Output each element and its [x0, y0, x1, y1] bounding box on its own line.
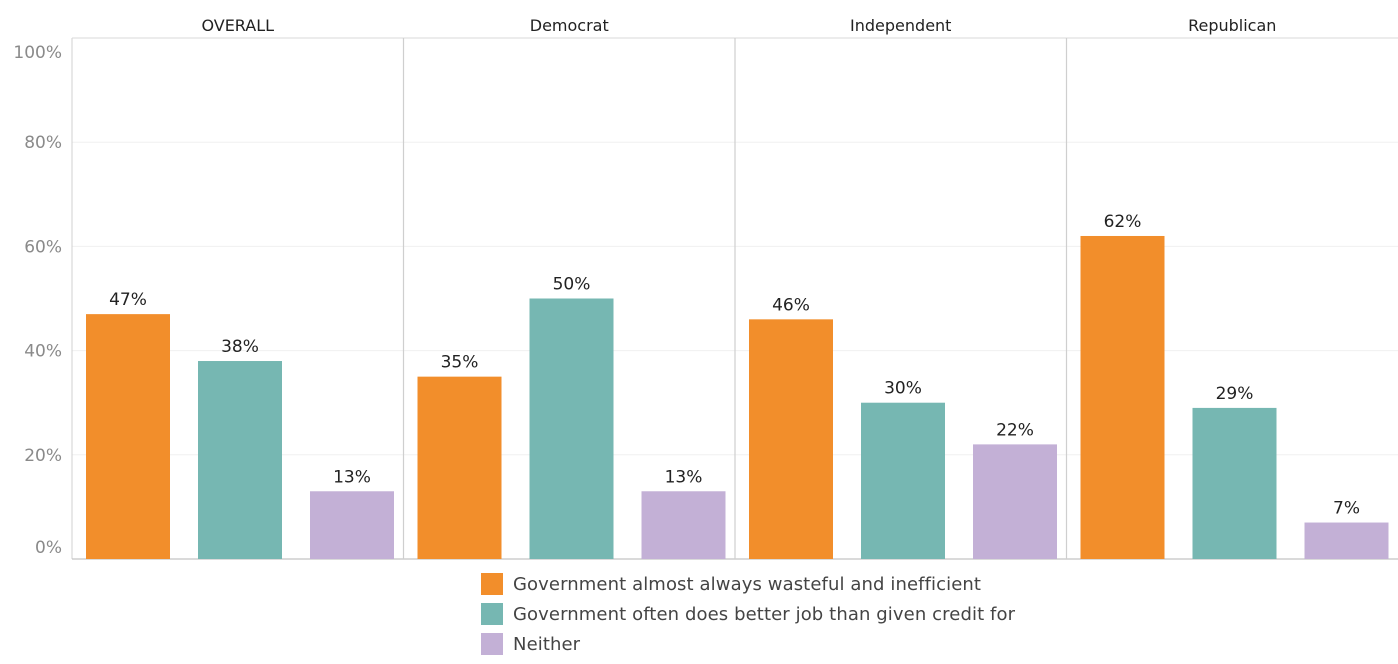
panel-header-democrat: Democrat	[530, 16, 609, 35]
bar-republican-1	[1192, 407, 1277, 559]
bar-overall-2	[310, 491, 394, 559]
bar-independent-2	[973, 444, 1057, 559]
data-label-independent-1: 30%	[884, 379, 922, 399]
y-tick-label-80: 80%	[24, 133, 62, 153]
bar-democrat-2	[641, 491, 726, 559]
panel-header-overall: OVERALL	[201, 16, 274, 35]
panel-header-republican: Republican	[1188, 16, 1276, 35]
data-label-overall-2: 13%	[333, 467, 371, 487]
y-tick-label-100: 100%	[13, 43, 62, 63]
panel-header-independent: Independent	[850, 16, 951, 35]
bar-independent-1	[861, 402, 945, 559]
data-label-independent-2: 22%	[996, 420, 1034, 440]
bar-overall-1	[198, 361, 282, 559]
y-tick-label-20: 20%	[24, 446, 62, 466]
bar-overall-0	[86, 314, 170, 559]
legend-label-wasteful: Government almost always wasteful and in…	[513, 573, 982, 595]
bar-independent-0	[749, 319, 833, 559]
legend-swatch-neither	[481, 633, 503, 655]
data-label-democrat-2: 13%	[665, 467, 703, 487]
bar-democrat-1	[529, 298, 614, 559]
bar-republican-2	[1304, 522, 1389, 559]
legend-item-better-job: Government often does better job than gi…	[481, 599, 1015, 629]
data-label-republican-2: 7%	[1333, 499, 1360, 519]
legend-swatch-wasteful	[481, 573, 503, 595]
data-label-democrat-1: 50%	[553, 275, 591, 295]
legend: Government almost always wasteful and in…	[481, 569, 1015, 659]
data-label-republican-0: 62%	[1104, 212, 1142, 232]
bar-republican-0	[1080, 235, 1165, 560]
y-tick-label-60: 60%	[24, 237, 62, 257]
data-label-overall-1: 38%	[221, 337, 259, 357]
data-label-overall-0: 47%	[109, 290, 147, 310]
data-label-independent-0: 46%	[772, 295, 810, 315]
legend-item-wasteful: Government almost always wasteful and in…	[481, 569, 1015, 599]
data-label-republican-1: 29%	[1216, 384, 1254, 404]
legend-label-better-job: Government often does better job than gi…	[513, 603, 1016, 625]
data-label-democrat-0: 35%	[441, 353, 479, 373]
legend-swatch-better-job	[481, 603, 503, 625]
y-tick-label-0: 0%	[35, 538, 62, 558]
bar-democrat-0	[417, 376, 502, 559]
legend-label-neither: Neither	[513, 633, 581, 655]
y-tick-label-40: 40%	[24, 342, 62, 362]
legend-item-neither: Neither	[481, 629, 1015, 659]
